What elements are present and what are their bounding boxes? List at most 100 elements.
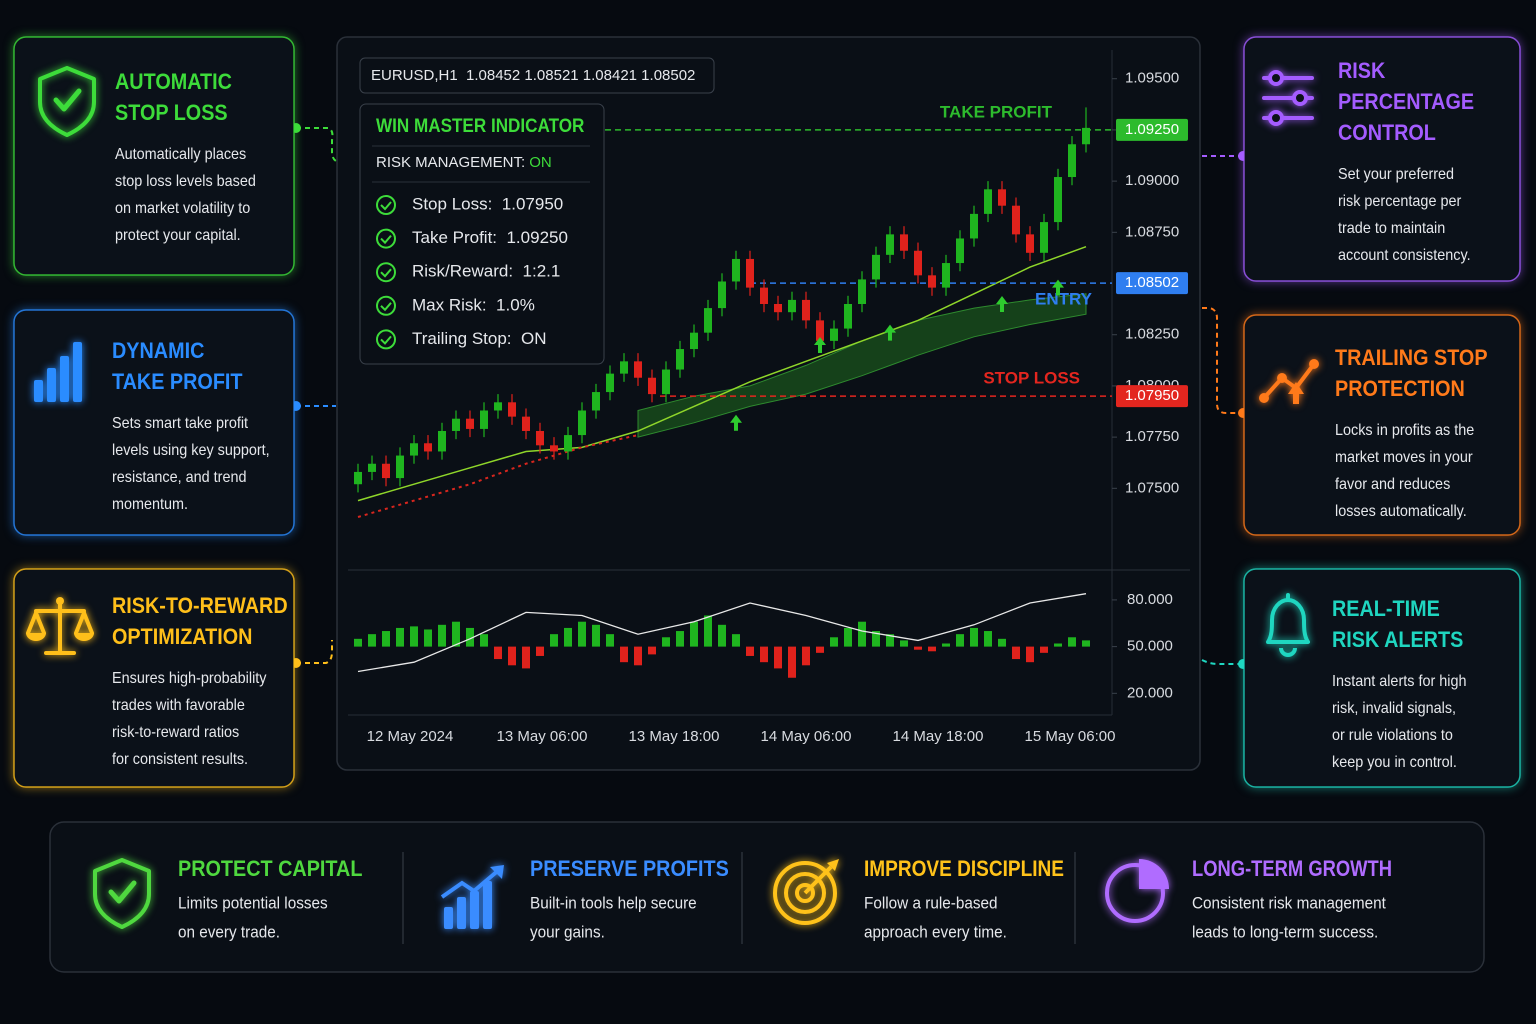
candle-body	[1012, 205, 1020, 235]
feature-text: Set your preferred	[1338, 166, 1454, 183]
feature-title: RISK ALERTS	[1332, 627, 1463, 652]
quote-box	[359, 57, 715, 94]
icon-part	[53, 88, 82, 112]
feature-text: risk-to-reward ratios	[112, 724, 239, 741]
level-label: STOP LOSS	[983, 369, 1080, 388]
histogram-bar	[690, 621, 698, 647]
feature-text: favor and reduces	[1335, 476, 1450, 493]
icon-part	[1268, 110, 1284, 126]
histogram-bar	[438, 624, 446, 647]
candle-body	[956, 238, 964, 264]
icon-part	[47, 368, 56, 402]
candle-body	[480, 410, 488, 429]
candle-body	[438, 430, 446, 452]
candle-body	[774, 304, 782, 313]
candle-body	[550, 445, 558, 452]
feature-text: stop loss levels based	[115, 173, 256, 190]
candle-body	[718, 281, 726, 309]
icon-part	[34, 380, 43, 402]
connector	[296, 127, 339, 163]
level-label: TAKE PROFIT	[940, 102, 1053, 121]
panel-item: Max Risk: 1.0%	[412, 295, 535, 314]
check-icon	[376, 195, 396, 215]
x-tick-label: 13 May 18:00	[629, 728, 720, 745]
histogram-bar	[914, 646, 922, 650]
histogram-bar	[396, 627, 404, 647]
check-icon	[380, 302, 392, 312]
panel-item: Trailing Stop: ON	[412, 329, 546, 348]
candle-body	[984, 189, 992, 214]
panel-item: Risk/Reward: 1:2.1	[412, 262, 560, 281]
candle-body	[368, 463, 376, 472]
candle-body	[1040, 222, 1048, 253]
histogram-bar	[1040, 646, 1048, 653]
histogram-bar	[886, 634, 894, 647]
icon-part	[457, 897, 466, 929]
icon-part	[1268, 70, 1308, 126]
feature-text: Instant alerts for high	[1332, 673, 1466, 690]
feature-text: resistance, and trend	[112, 469, 246, 486]
quote: EURUSD,H1 1.08452 1.08521 1.08421 1.0850…	[371, 67, 695, 84]
candle-body	[858, 279, 866, 304]
price-tag-label: 1.08502	[1125, 274, 1179, 291]
y-tick-label: 1.09000	[1125, 172, 1179, 189]
icon-part	[26, 633, 94, 641]
check-icon	[376, 295, 396, 316]
y-tick-label: 20.000	[1127, 684, 1173, 701]
check-icon	[376, 228, 396, 249]
icon-part	[827, 859, 839, 871]
icon-part	[1277, 373, 1287, 383]
icon	[1262, 70, 1314, 126]
check-icon	[380, 268, 392, 278]
candle-body	[900, 234, 908, 251]
feature-text: keep you in control.	[1332, 754, 1457, 771]
histogram-bar	[998, 638, 1006, 647]
feature-text: Ensures high-probability	[112, 670, 266, 687]
histogram-bar	[466, 627, 474, 647]
candle-body	[508, 402, 516, 417]
check-icon	[380, 234, 392, 245]
histogram-bar	[494, 646, 502, 660]
y-tick-label: 1.07500	[1125, 479, 1179, 496]
icon	[34, 342, 82, 402]
feature-card	[1243, 568, 1521, 788]
feature-text: trades with favorable	[112, 697, 245, 714]
price-tag-label: 1.09250	[1125, 121, 1179, 138]
candle-body	[872, 254, 880, 280]
benefit-text: Limits potential losses	[178, 893, 328, 912]
benefit-text: leads to long-term success.	[1192, 922, 1378, 941]
feature-card	[13, 568, 295, 788]
check-icon	[376, 329, 396, 350]
histogram-bar	[774, 646, 782, 669]
candle-body	[704, 308, 712, 333]
candle-body	[788, 299, 796, 313]
y-tick-label: 50.000	[1127, 638, 1173, 655]
x-tick-label: 13 May 06:00	[497, 728, 588, 745]
histogram-bar	[704, 615, 712, 647]
histogram-bar	[802, 646, 810, 666]
histogram-bar	[676, 631, 684, 647]
connector	[1202, 307, 1243, 414]
histogram-bar	[760, 646, 768, 663]
feature-title: STOP LOSS	[115, 100, 228, 125]
benefit-text: Consistent risk management	[1192, 893, 1386, 912]
histogram-bar	[1082, 640, 1090, 647]
buy-signal	[996, 296, 1008, 312]
feature-title: TAKE PROFIT	[112, 369, 243, 394]
benefit-title: PROTECT CAPITAL	[178, 856, 362, 881]
feature-title: REAL-TIME	[1332, 596, 1440, 621]
feature-text: losses automatically.	[1335, 503, 1467, 520]
icon-part	[444, 907, 453, 929]
icon-part	[56, 597, 64, 605]
benefit-text: approach every time.	[864, 922, 1007, 941]
histogram-bar	[536, 646, 544, 656]
feature-title: DYNAMIC	[112, 338, 204, 363]
feature-text: account consistency.	[1338, 247, 1471, 264]
feature-text: trade to maintain	[1338, 220, 1445, 237]
feature-text: on market volatility to	[115, 200, 250, 217]
candle-body	[606, 373, 614, 393]
benefits-bar	[49, 821, 1485, 973]
benefit-title: PRESERVE PROFITS	[530, 856, 729, 881]
feature-card	[1243, 314, 1521, 536]
